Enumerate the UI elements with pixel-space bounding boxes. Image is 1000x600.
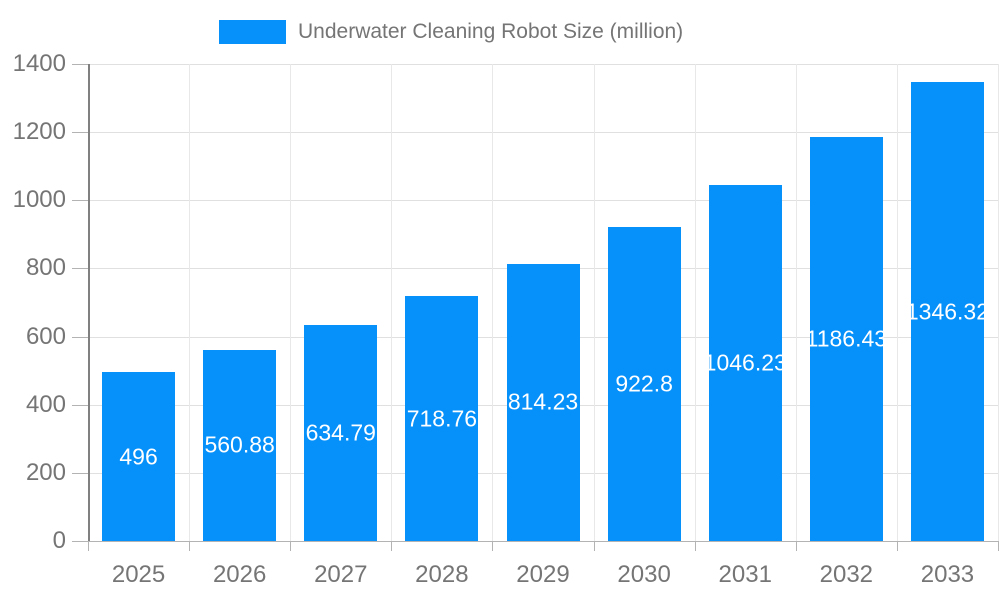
bar-value-label: 718.76 [406, 405, 478, 432]
y-axis-tick [72, 200, 88, 202]
bar-2026[interactable] [203, 349, 277, 541]
y-axis-tick [72, 472, 88, 474]
chart-legend: Underwater Cleaning Robot Size (million) [219, 20, 683, 44]
y-axis-tick [72, 132, 88, 134]
bar-value-label: 1046.23 [703, 349, 787, 376]
gridline-horizontal [88, 64, 998, 65]
gridline-vertical [998, 64, 999, 541]
bar-value-label: 1346.32 [905, 298, 990, 325]
bar-2031[interactable] [708, 184, 782, 541]
bar-value-label: 814.23 [507, 388, 579, 415]
bar-2032[interactable] [809, 136, 883, 541]
x-axis-tick [998, 541, 999, 551]
gridline-vertical [290, 64, 292, 541]
y-axis-tick [72, 336, 88, 338]
gridline-horizontal [88, 132, 998, 134]
gridline-horizontal [88, 541, 998, 542]
bar-value-label: 560.88 [204, 431, 275, 458]
x-axis-tick [593, 541, 595, 551]
bar-value-label: 496 [119, 443, 158, 469]
y-axis-tick-label: 400 [25, 390, 66, 418]
bar-2028[interactable] [405, 296, 479, 541]
x-axis-tick-label: 2030 [617, 561, 671, 588]
x-axis-tick-label: 2025 [111, 561, 166, 588]
gridline-vertical [593, 64, 595, 541]
x-axis-tick-label: 2031 [718, 561, 772, 588]
y-axis-tick-label: 200 [25, 458, 66, 486]
y-axis-tick [72, 404, 88, 406]
x-axis-tick-label: 2027 [314, 561, 368, 588]
y-axis-line [88, 64, 90, 541]
x-axis-tick [694, 541, 696, 551]
gridline-horizontal [88, 200, 998, 202]
bar-value-label: 922.8 [615, 370, 673, 397]
x-axis-tick [391, 541, 393, 551]
y-axis-tick-label: 800 [25, 254, 66, 282]
x-axis-tick [795, 541, 797, 551]
y-axis-tick [72, 541, 88, 542]
x-axis-tick-label: 2033 [920, 561, 975, 588]
x-axis-tick [189, 541, 191, 551]
gridline-vertical [492, 64, 494, 541]
y-axis-tick-label: 1400 [12, 50, 66, 77]
x-axis-tick-label: 2032 [819, 561, 874, 588]
x-axis-tick-label: 2028 [415, 561, 469, 588]
x-axis-tick-label: 2029 [516, 561, 570, 588]
y-axis-tick-label: 1000 [12, 186, 66, 214]
legend-swatch [219, 20, 286, 44]
legend-label: Underwater Cleaning Robot Size (million) [298, 20, 684, 43]
bar-2030[interactable] [607, 226, 681, 541]
y-axis-tick [72, 64, 88, 65]
x-axis-tick [492, 541, 494, 551]
bar-2029[interactable] [506, 263, 580, 541]
y-axis-tick-label: 600 [25, 322, 66, 350]
gridline-vertical [795, 64, 797, 541]
gridline-vertical [189, 64, 191, 541]
x-axis-tick [88, 541, 89, 551]
bar-2033[interactable] [910, 82, 984, 541]
y-axis-tick [72, 268, 88, 270]
bar-2027[interactable] [304, 324, 378, 541]
bar-value-label: 1186.43 [805, 325, 888, 352]
gridline-vertical [694, 64, 696, 541]
x-axis-tick [896, 541, 898, 551]
y-axis-tick-label: 0 [52, 527, 66, 554]
gridline-vertical [391, 64, 393, 541]
y-axis-tick-label: 1200 [12, 118, 66, 146]
bar-2025[interactable] [102, 372, 176, 541]
x-axis-tick [290, 541, 292, 551]
gridline-vertical [896, 64, 898, 541]
bar-value-label: 634.79 [305, 419, 376, 446]
x-axis-tick-label: 2026 [212, 561, 267, 588]
